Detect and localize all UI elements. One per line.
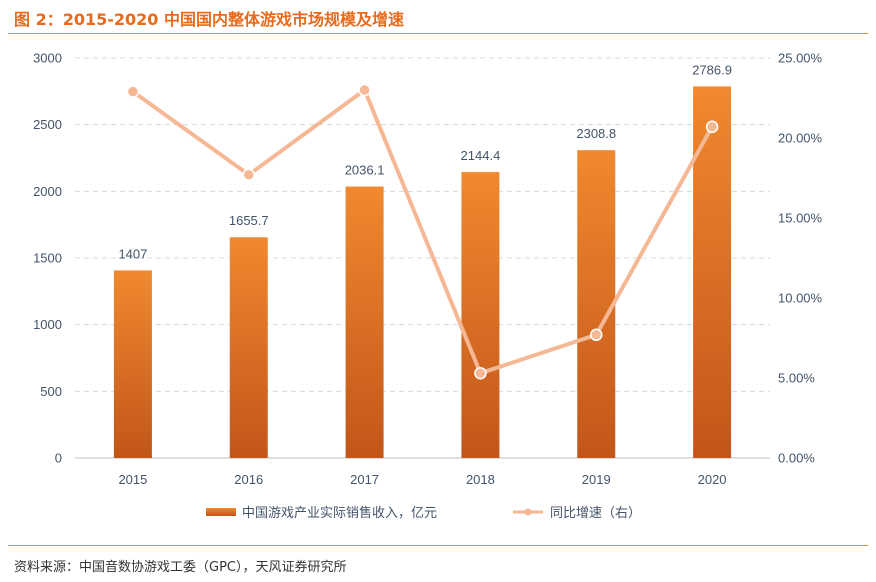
legend-line-marker [524,508,532,516]
bar [345,186,384,458]
x-category-label: 2016 [234,472,263,487]
y-left-tick-label: 1000 [33,317,62,332]
x-category-label: 2019 [582,472,611,487]
bar [693,86,732,458]
y-left-tick-label: 500 [40,384,62,399]
bar [113,270,152,458]
growth-point [126,85,140,98]
legend-bar-label: 中国游戏产业实际销售收入，亿元 [242,505,437,521]
y-axis-left-ticks: 0 500 1000 1500 2000 2500 3000 [33,51,62,466]
y-left-tick-label: 2000 [33,184,62,199]
growth-point [474,366,487,380]
y-right-tick-label: 5.00% [778,371,815,386]
y-left-tick-label: 3000 [33,51,62,66]
chart: 0 500 1000 1500 2000 2500 3000 0.00% 5.00% 10.00… [33,51,823,522]
y-left-tick-label: 1500 [33,251,62,266]
bar-data-label: 1655.7 [229,213,269,228]
y-right-tick-label: 0.00% [778,451,815,466]
bottom-rule [8,545,868,546]
bar-data-label: 2308.8 [576,126,616,141]
y-left-tick-label: 2500 [33,117,62,132]
x-category-label: 2020 [698,472,727,487]
line-series [126,83,719,380]
growth-point [242,168,255,182]
x-axis-categories: 2015 2016 2017 2018 2019 2020 [118,472,726,487]
growth-point [358,83,371,97]
bar [229,237,268,458]
grid-lines [75,57,770,459]
bar [577,150,616,458]
growth-point [590,328,603,342]
bar-data-label: 1407 [118,246,147,261]
bar-data-label: 2144.4 [461,148,501,163]
x-category-label: 2017 [350,472,379,487]
bar [461,172,500,458]
figure-title: 图 2：2015-2020 中国国内整体游戏市场规模及增速 [14,10,404,29]
top-rule [8,33,868,34]
growth-line [131,88,714,376]
legend-bar-swatch [206,508,236,516]
y-right-tick-label: 20.00% [778,131,823,146]
source-note: 资料来源：中国音数协游戏工委（GPC），天风证券研究所 [14,560,347,575]
legend: 中国游戏产业实际销售收入，亿元 同比增速（右） [206,505,641,521]
y-axis-right-ticks: 0.00% 5.00% 10.00% 15.00% 20.00% 25.00% [778,51,823,466]
x-category-label: 2018 [466,472,495,487]
y-left-tick-label: 0 [55,451,62,466]
bar-data-label: 2036.1 [345,163,385,178]
y-right-tick-label: 15.00% [778,211,823,226]
x-category-label: 2015 [118,472,147,487]
bar-data-labels: 1407 1655.7 2036.1 2144.4 2308.8 2786.9 [118,62,732,261]
growth-point [705,120,719,134]
legend-line-label: 同比增速（右） [550,506,641,521]
y-right-tick-label: 10.00% [778,291,823,306]
bar-series [113,86,732,458]
bar-data-label: 2786.9 [692,62,732,77]
y-right-tick-label: 25.00% [778,51,823,66]
